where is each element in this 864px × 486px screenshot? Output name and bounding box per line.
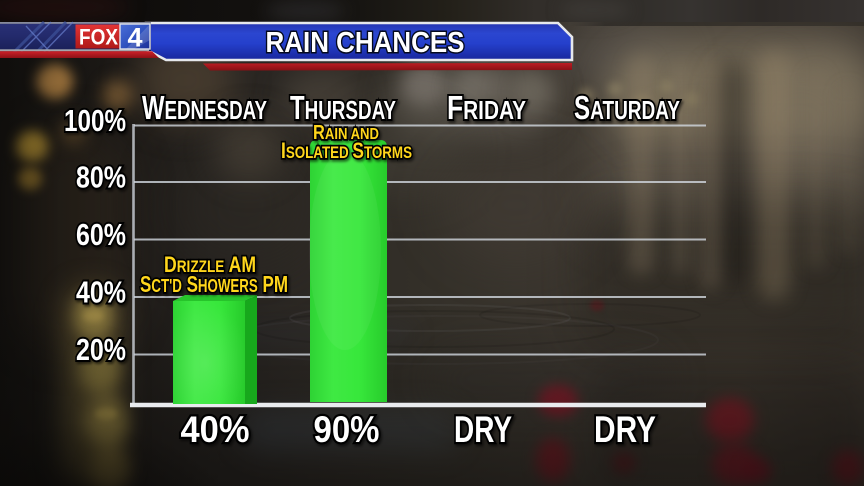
svg-text:40%: 40% (76, 275, 126, 310)
svg-text:20%: 20% (76, 332, 126, 367)
svg-text:40%: 40% (181, 409, 250, 450)
svg-text:60%: 60% (76, 217, 126, 252)
svg-text:90%: 90% (314, 409, 380, 450)
svg-text:80%: 80% (76, 160, 126, 195)
svg-text:FOX: FOX (79, 25, 118, 50)
svg-text:THURSDAY: THURSDAY (290, 89, 396, 126)
svg-text:DRY: DRY (454, 409, 512, 450)
svg-text:100%: 100% (64, 103, 126, 138)
svg-text:FRIDAY: FRIDAY (447, 89, 526, 126)
svg-text:SATURDAY: SATURDAY (574, 89, 680, 126)
svg-text:DRY: DRY (594, 409, 656, 450)
svg-text:DRIZZLE AM: DRIZZLE AM (164, 252, 256, 277)
svg-text:RAIN AND: RAIN AND (313, 122, 379, 144)
svg-text:4: 4 (127, 23, 142, 53)
svg-text:WEDNESDAY: WEDNESDAY (142, 89, 267, 126)
svg-text:SCT'D SHOWERS PM: SCT'D SHOWERS PM (140, 271, 288, 297)
svg-text:RAIN CHANCES: RAIN CHANCES (266, 27, 465, 59)
svg-text:ISOLATED STORMS: ISOLATED STORMS (281, 138, 412, 163)
